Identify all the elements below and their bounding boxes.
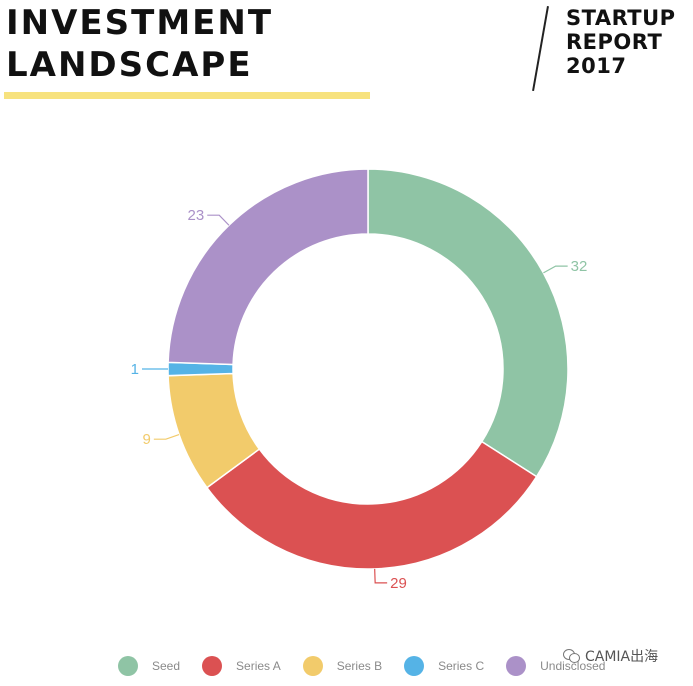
- legend-label-series-c: Series C: [438, 659, 485, 673]
- legend-item-series-a: Series A: [202, 656, 281, 676]
- watermark-text: CAMIA出海: [585, 649, 659, 665]
- legend-swatch-seed: [118, 656, 138, 676]
- watermark: CAMIA出海: [563, 646, 658, 666]
- legend-item-undisclosed: Undisclosed: [506, 656, 605, 676]
- legend-label-series-b: Series B: [336, 659, 383, 673]
- title-line-2: LANDSCAPE: [6, 45, 253, 85]
- data-label-series-a: 29: [390, 575, 407, 592]
- legend-item-seed: Seed: [118, 656, 180, 676]
- legend-item-series-c: Series C: [404, 656, 484, 676]
- leader-line-undisclosed: [207, 214, 230, 226]
- report-badge: STARTUP REPORT 2017: [566, 6, 676, 78]
- slice-undisclosed: [167, 168, 369, 366]
- page-title: INVESTMENT LANDSCAPE: [6, 2, 273, 86]
- legend-swatch-series-b: [302, 656, 323, 676]
- legend-swatch-series-c: [404, 656, 425, 676]
- data-label-seed: 32: [571, 258, 588, 275]
- legend-swatch-series-a: [202, 656, 223, 676]
- title-underline: [4, 92, 370, 99]
- leader-line-series-b: [153, 434, 180, 440]
- chat-bubbles-icon: [563, 649, 581, 663]
- data-label-series-c: 1: [131, 361, 139, 378]
- data-label-undisclosed: 23: [188, 207, 205, 224]
- report-line-1: STARTUP: [566, 6, 676, 30]
- legend-label-undisclosed: Undisclosed: [540, 659, 606, 673]
- report-line-2: REPORT: [566, 30, 663, 54]
- report-line-3: 2017: [566, 54, 627, 78]
- slice-series-a: [205, 440, 538, 570]
- legend-swatch-undisclosed: [506, 656, 527, 676]
- chart-legend: Seed Series A Series B Series C Undisclosed: [118, 654, 613, 678]
- legend-label-seed: Seed: [152, 659, 181, 673]
- slice-seed: [367, 168, 569, 478]
- legend-label-series-a: Series A: [236, 659, 281, 673]
- leader-line-series-a: [374, 568, 388, 584]
- data-label-series-b: 9: [142, 431, 150, 448]
- title-line-1: INVESTMENT: [6, 3, 274, 43]
- legend-item-series-b: Series B: [302, 656, 383, 676]
- leader-line-seed: [543, 265, 568, 274]
